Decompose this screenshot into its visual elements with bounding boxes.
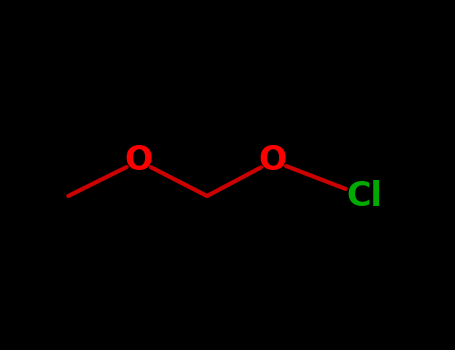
Text: O: O — [125, 145, 153, 177]
Text: Cl: Cl — [346, 180, 382, 212]
Text: O: O — [259, 145, 287, 177]
